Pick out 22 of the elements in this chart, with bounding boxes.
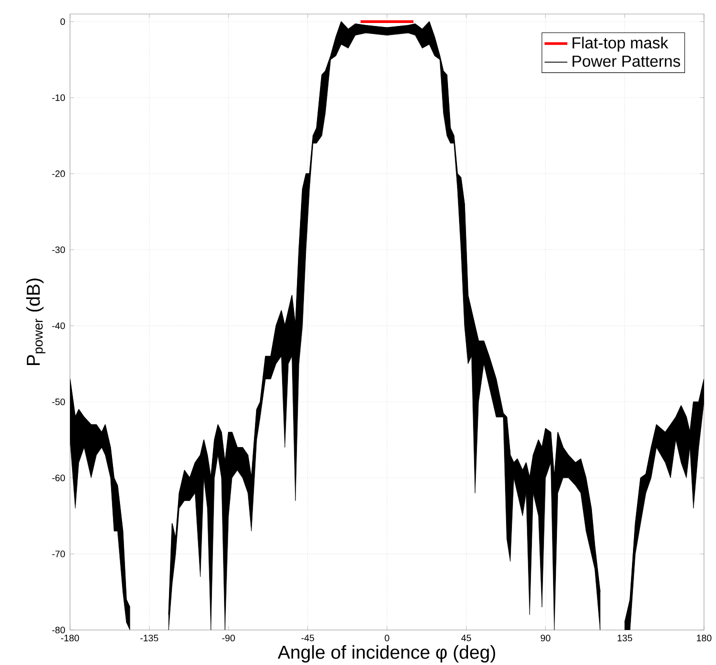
y-tick-label: -50 [52,398,65,406]
x-axis-title: Angle of incidence φ (deg) [278,645,496,663]
y-tick-label: -10 [52,94,65,101]
y-tick-label: -60 [52,474,65,482]
y-tick-label: -20 [52,170,65,178]
x-tick-label: -135 [140,634,158,642]
x-tick-label: 180 [696,634,712,642]
x-tick-label: 0 [384,634,390,642]
x-tick-label: -45 [301,634,314,642]
x-tick-label: 135 [618,634,632,642]
legend-label: Power Patterns [572,56,680,67]
y-tick-label: -70 [52,550,65,558]
legend-label: Flat-top mask [572,36,668,52]
y-axis-title: P$_{power}$ (dB) [26,278,46,366]
x-tick-label: 90 [540,634,550,642]
y-tick-label: -40 [52,322,65,330]
x-tick-label: -90 [222,634,235,642]
y-tick-label: -30 [52,246,65,254]
x-tick-label: 45 [461,634,472,642]
y-tick-label: -80 [52,626,65,634]
y-tick-label: 0 [60,18,65,25]
x-tick-label: -180 [61,634,79,642]
